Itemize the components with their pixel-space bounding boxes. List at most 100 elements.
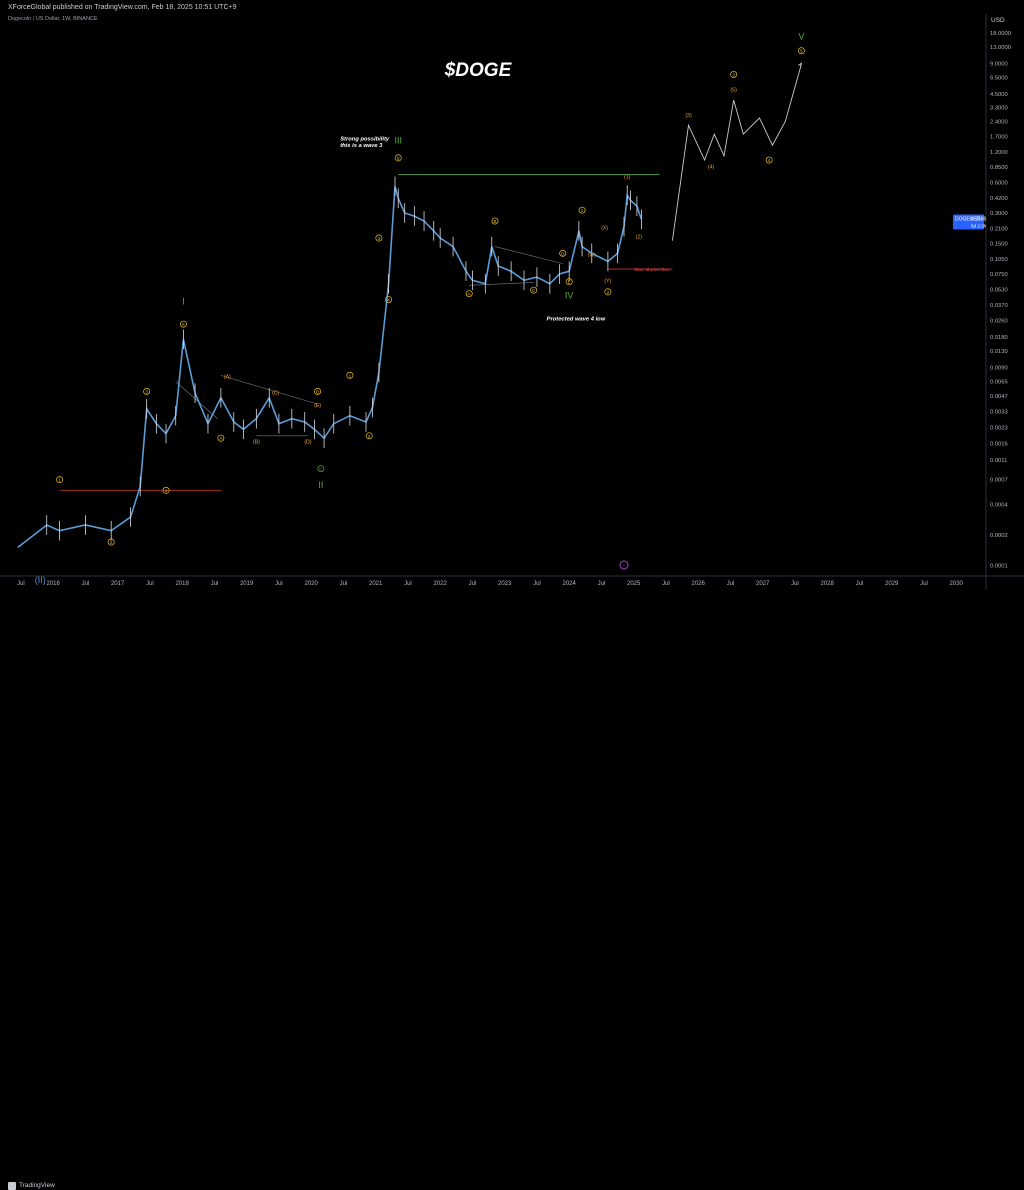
y-tick-label: 0.0180 xyxy=(990,335,1008,341)
y-tick-label: 6.5000 xyxy=(990,76,1008,82)
wave-label: III xyxy=(394,136,402,146)
x-tick-label: Jul xyxy=(662,581,670,587)
wave-label: 4 xyxy=(387,298,390,303)
wave-label-circle xyxy=(314,388,322,395)
projection-arrowhead-icon xyxy=(798,62,803,68)
x-tick-label: 2024 xyxy=(562,581,576,587)
wave-label: E xyxy=(568,280,571,285)
event-marker-icon[interactable] xyxy=(619,560,629,570)
publisher-text: XForceGlobal published on TradingView.co… xyxy=(8,4,237,11)
y-tick-label: 0.0011 xyxy=(990,458,1007,464)
wave-label: 4 xyxy=(165,488,168,493)
reference-lines: Bear Market Box xyxy=(59,174,673,491)
x-tick-label: Jul xyxy=(856,581,864,587)
wave-label: (X) xyxy=(601,226,608,232)
wave-label: C xyxy=(532,288,536,293)
y-tick-label: 0.0090 xyxy=(990,365,1008,371)
wave-label: (1) xyxy=(624,175,631,181)
y-tick-label: 0.8500 xyxy=(990,165,1008,171)
wave-label: 2 xyxy=(110,540,113,545)
last-price-value: 0.2586 xyxy=(971,217,987,223)
x-tick-label: 2027 xyxy=(756,581,770,587)
x-tick-label: Jul xyxy=(469,581,477,587)
wave-label: V xyxy=(798,32,804,42)
price-axis[interactable]: 18.0000 13.0000 9.0000 6.5000 4.5000 3.3000 2.… xyxy=(990,31,1011,570)
x-tick-label: Jul xyxy=(17,581,25,587)
y-tick-label: 4.5000 xyxy=(990,92,1008,98)
wave-label: D xyxy=(561,251,565,256)
price-chart[interactable]: $DOGE Bear Market Box (II)12345IA(A)(B)(… xyxy=(0,0,1024,605)
currency-label: USD xyxy=(991,17,1005,24)
wave-label: (2) xyxy=(636,234,643,240)
wave-label: 5 xyxy=(800,49,803,54)
wave-label-circle xyxy=(730,70,738,78)
y-tick-label: 0.0370 xyxy=(990,303,1008,309)
y-tick-label: 0.0530 xyxy=(990,287,1008,293)
y-tick-label: 0.3000 xyxy=(990,211,1008,217)
wave-label: 1 xyxy=(581,208,584,213)
x-tick-label: Jul xyxy=(211,581,219,587)
annotation-text: this is a wave 3 xyxy=(340,143,383,149)
pattern-guide-line xyxy=(494,246,563,264)
time-axis[interactable]: Jul 2016 Jul 2017 Jul 2018 Jul 2019 Jul 2020 Jul 20… xyxy=(17,560,964,587)
y-tick-label: 0.1050 xyxy=(990,257,1008,263)
wave-label: (D) xyxy=(304,440,311,446)
wave-label: 1 xyxy=(349,373,352,378)
x-tick-label: 2019 xyxy=(240,581,254,587)
y-tick-label: 0.0750 xyxy=(990,272,1008,278)
y-tick-label: 1.7000 xyxy=(990,135,1008,141)
wave-label-circle xyxy=(604,288,612,296)
wave-label-circle xyxy=(385,296,393,303)
wave-label: (B) xyxy=(253,440,260,446)
wave-label: 5 xyxy=(182,322,185,327)
wave-label-circle xyxy=(375,234,383,242)
wave-label: (A) xyxy=(224,374,231,380)
wave-label: 5 xyxy=(397,156,400,161)
wave-label: 3 xyxy=(145,389,148,394)
wave-label-circle xyxy=(143,388,151,395)
wave-label: (C) xyxy=(272,390,279,396)
wave-label: C xyxy=(319,467,323,472)
x-tick-label: 2025 xyxy=(627,581,641,587)
wave-label-circle xyxy=(559,249,567,257)
wave-label-circle xyxy=(465,290,473,298)
wave-label: A xyxy=(219,436,223,441)
wave-label: 4 xyxy=(768,158,771,163)
reference-line-label: Bear Market Box xyxy=(634,267,670,272)
y-tick-label: 0.0033 xyxy=(990,409,1008,415)
pattern-guide-line xyxy=(175,381,218,419)
y-tick-label: 0.0065 xyxy=(990,380,1008,386)
wave-label: 3 xyxy=(732,72,735,77)
y-tick-label: 3.3000 xyxy=(990,105,1008,111)
symbol-title: Dogecoin / US Dollar, 1W, BINANCE xyxy=(8,16,98,22)
y-tick-label: 18.0000 xyxy=(990,31,1011,37)
y-tick-label: 13.0000 xyxy=(990,45,1011,51)
x-tick-label: 2020 xyxy=(304,581,318,587)
wave-label: II xyxy=(318,480,323,490)
x-tick-label: Jul xyxy=(533,581,541,587)
price-line xyxy=(17,186,643,549)
x-tick-label: Jul xyxy=(340,581,348,587)
wave-label-circle xyxy=(317,465,325,473)
wave-label: B xyxy=(316,389,319,394)
wave-label: (II) xyxy=(35,575,46,585)
x-tick-label: Jul xyxy=(82,581,90,587)
wave-label: A xyxy=(468,292,472,297)
x-tick-label: 2017 xyxy=(111,581,125,587)
y-tick-label: 0.0002 xyxy=(990,533,1008,539)
y-tick-label: 1.2000 xyxy=(990,150,1008,156)
x-tick-label: Jul xyxy=(404,581,412,587)
y-tick-label: 0.1500 xyxy=(990,242,1008,248)
y-tick-label: 0.0260 xyxy=(990,319,1008,325)
wave-label-circle xyxy=(578,206,586,214)
symbol-tag xyxy=(953,214,984,230)
annotation-text: Protected wave 4 low xyxy=(547,317,606,323)
wave-label-circle xyxy=(217,434,225,442)
wave-label: (5) xyxy=(730,87,737,93)
annotation-text: Strong possibility xyxy=(340,137,390,143)
y-tick-label: 0.6000 xyxy=(990,181,1008,187)
price-series xyxy=(17,62,803,549)
wave-label: (W) xyxy=(588,252,597,258)
